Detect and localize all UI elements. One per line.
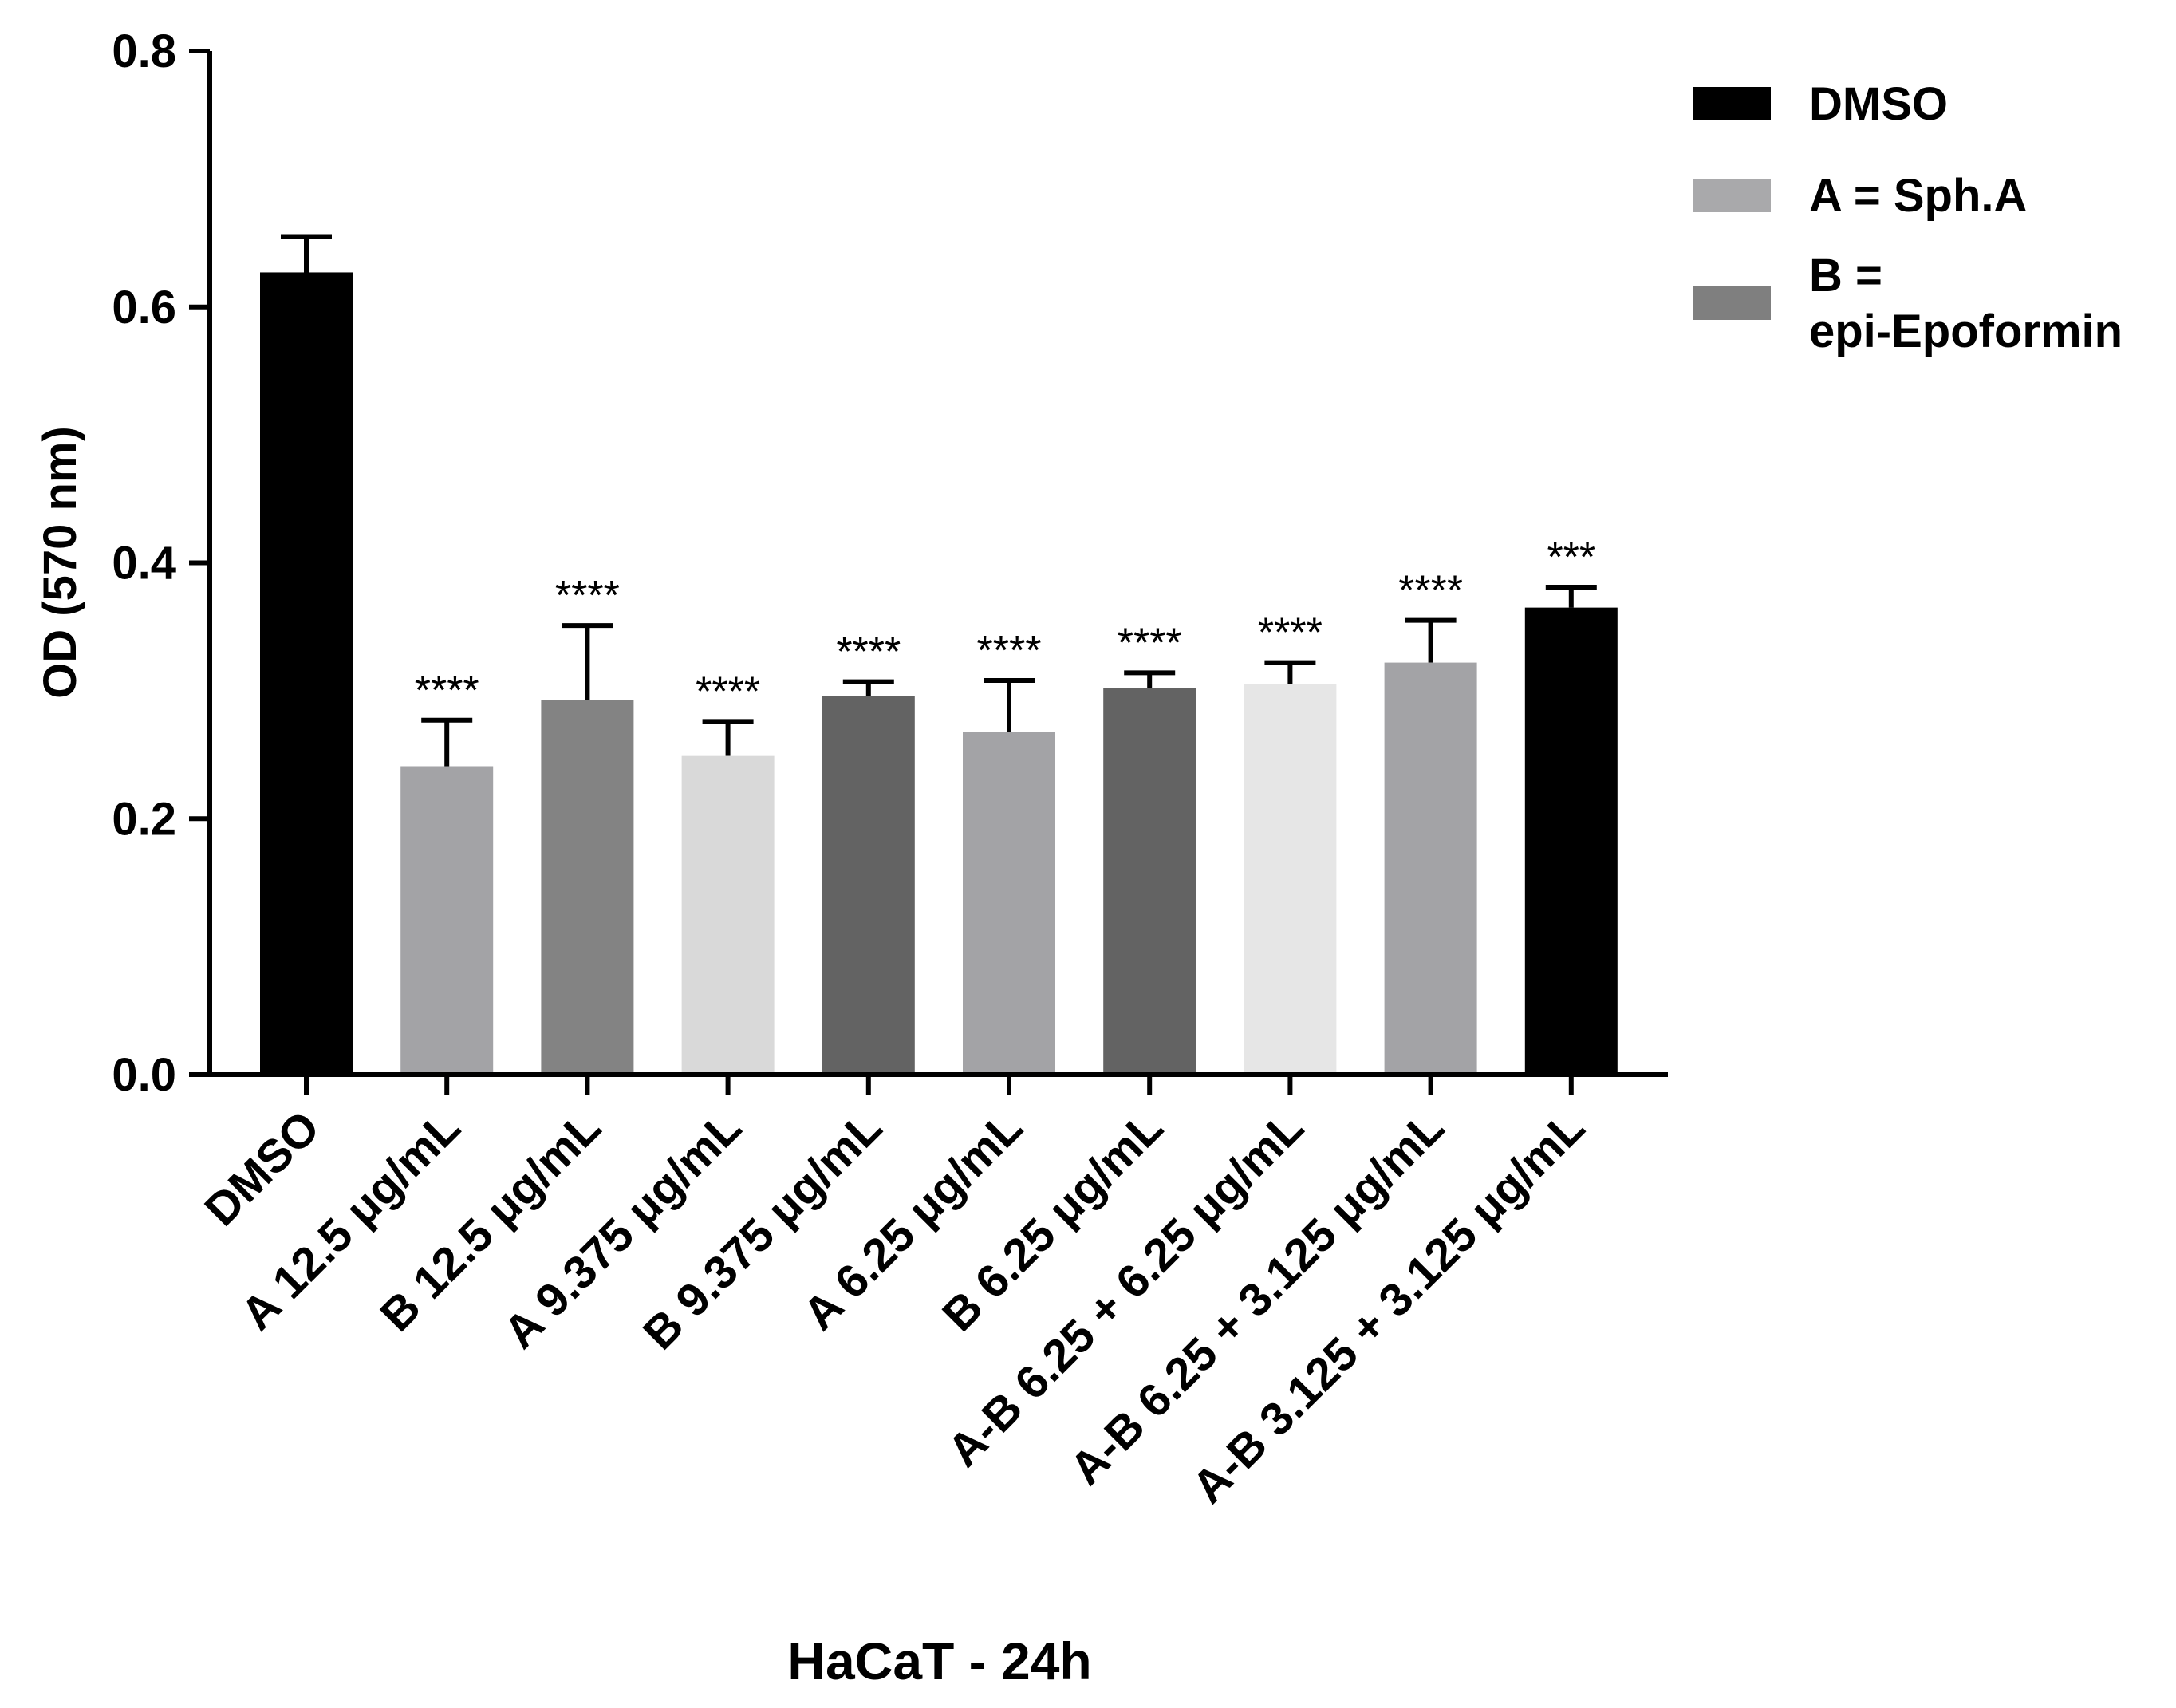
bar <box>541 700 634 1075</box>
significance-label: **** <box>977 628 1042 674</box>
bar <box>822 696 915 1075</box>
y-tick-label: 0.8 <box>112 26 176 77</box>
bar <box>1244 684 1337 1075</box>
legend-swatch <box>1693 286 1771 320</box>
y-tick-label: 0.2 <box>112 793 176 845</box>
bar <box>963 732 1055 1075</box>
bars: **************** **** **** *********** <box>260 234 1618 1075</box>
legend: DMSO A = Sph.A B =epi-Epoformin <box>1693 78 2123 357</box>
legend-label: DMSO <box>1809 78 1948 130</box>
y-tick-label: 0.0 <box>112 1049 176 1101</box>
x-tick-label: B 9.375 μg/mL <box>633 1101 892 1359</box>
significance-label: *** <box>1547 534 1595 581</box>
y-tick-label: 0.6 <box>112 282 176 333</box>
plot-area: 0.00.20.40.60.8 **************** **** ****… <box>112 26 1668 1513</box>
legend-label: A = Sph.A <box>1809 170 2027 222</box>
y-axis-title: OD (570 nm) <box>34 426 86 699</box>
legend-swatch <box>1693 179 1771 212</box>
legend-swatch <box>1693 87 1771 120</box>
significance-label: **** <box>1398 568 1463 614</box>
significance-label: **** <box>555 573 620 619</box>
x-tick-label: DMSO <box>195 1101 329 1236</box>
y-tick-label: 0.4 <box>112 538 176 590</box>
bar <box>260 272 353 1075</box>
bar <box>681 755 775 1075</box>
x-tick-label: A 9.375 μg/mL <box>494 1101 751 1359</box>
significance-label: **** <box>1258 610 1323 657</box>
significance-label: **** <box>696 669 760 715</box>
bar <box>1524 607 1618 1075</box>
bar <box>1384 662 1477 1075</box>
significance-label: **** <box>836 629 901 676</box>
significance-label: **** <box>1118 620 1182 666</box>
y-axis-ticks: 0.0 0.2 0.4 0.6 0.8 <box>112 26 210 1101</box>
bar <box>1103 688 1196 1075</box>
significance-label: **** <box>415 668 479 714</box>
legend-label: epi-Epoformin <box>1809 306 2123 357</box>
legend-label: B = <box>1809 250 1882 302</box>
x-axis-title: HaCaT - 24h <box>787 1631 1091 1690</box>
bar <box>400 766 494 1075</box>
